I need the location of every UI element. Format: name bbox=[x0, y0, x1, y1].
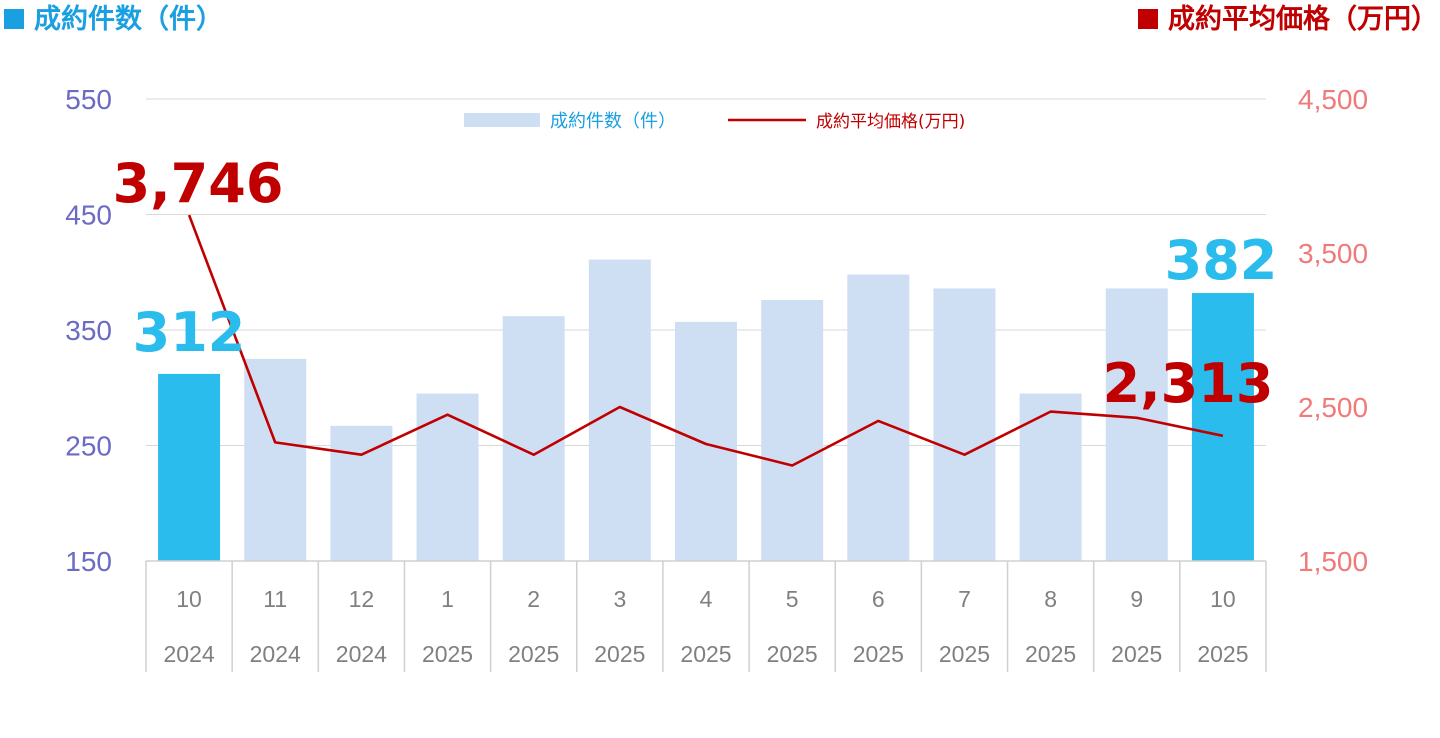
category-month-label: 5 bbox=[786, 586, 799, 612]
legend-line-label: 成約平均価格(万円) bbox=[816, 112, 965, 132]
category-month-label: 3 bbox=[613, 586, 626, 612]
right-title-square-icon bbox=[1138, 9, 1158, 29]
data-labels: 3,746 312 382 2,313 bbox=[113, 152, 1278, 415]
category-axis: 10 2024 11 2024 12 2024 1 2025 2 2025 3 2025 4 2025 5 2… bbox=[145, 560, 1267, 672]
category-month-label: 9 bbox=[1130, 586, 1143, 612]
line-series bbox=[187, 214, 1224, 467]
category-month-label: 7 bbox=[958, 586, 971, 612]
left-axis-tick: 350 bbox=[65, 315, 112, 346]
price-line bbox=[187, 214, 1224, 467]
legend-bar-swatch bbox=[464, 113, 540, 127]
bar-2024-10 bbox=[158, 373, 221, 561]
category-year-label: 2024 bbox=[250, 641, 301, 667]
category-year-label: 2025 bbox=[853, 641, 904, 667]
category-year-label: 2025 bbox=[508, 641, 559, 667]
bar-2025-6 bbox=[847, 274, 910, 561]
bar-2024-11 bbox=[244, 358, 307, 561]
category-month-label: 1 bbox=[441, 586, 454, 612]
category-month-label: 6 bbox=[872, 586, 885, 612]
left-title-text: 成約件数（件） bbox=[34, 4, 223, 35]
legend-bar-label: 成約件数（件） bbox=[550, 111, 676, 132]
category-year-label: 2025 bbox=[939, 641, 990, 667]
right-axis: 4,500 3,500 2,500 1,500 bbox=[1298, 84, 1368, 577]
data-label-count-first: 312 bbox=[133, 301, 246, 364]
category-year-label: 2024 bbox=[336, 641, 387, 667]
category-year-label: 2025 bbox=[422, 641, 473, 667]
legend: 成約件数（件） 成約平均価格(万円) bbox=[464, 111, 965, 132]
bar-2025-3 bbox=[588, 259, 651, 561]
left-axis-tick: 150 bbox=[65, 546, 112, 577]
right-axis-tick: 1,500 bbox=[1298, 546, 1368, 577]
bar-2025-2 bbox=[502, 316, 565, 561]
category-month-label: 8 bbox=[1044, 586, 1057, 612]
right-axis-tick: 3,500 bbox=[1298, 238, 1368, 269]
data-label-price-first: 3,746 bbox=[113, 152, 284, 215]
category-year-label: 2025 bbox=[767, 641, 818, 667]
category-month-label: 10 bbox=[1210, 586, 1236, 612]
right-axis-tick: 4,500 bbox=[1298, 84, 1368, 115]
data-label-price-last: 2,313 bbox=[1103, 352, 1274, 415]
bar-series bbox=[158, 259, 1254, 561]
category-year-label: 2025 bbox=[1197, 641, 1248, 667]
bar-2025-4 bbox=[675, 321, 737, 561]
category-month-label: 12 bbox=[349, 586, 375, 612]
bar-2025-7 bbox=[933, 288, 996, 561]
category-month-label: 4 bbox=[700, 586, 713, 612]
right-axis-title: 成約平均価格（万円） bbox=[1138, 2, 1438, 38]
left-axis-tick: 250 bbox=[65, 431, 112, 462]
bar-2025-1 bbox=[416, 393, 479, 561]
category-year-label: 2025 bbox=[1025, 641, 1076, 667]
right-title-text: 成約平均価格（万円） bbox=[1168, 4, 1438, 35]
category-year-label: 2025 bbox=[1111, 641, 1162, 667]
left-axis: 550 450 350 250 150 bbox=[65, 84, 112, 577]
left-title-square-icon bbox=[4, 9, 24, 29]
category-year-label: 2024 bbox=[163, 641, 214, 667]
bar-2024-12 bbox=[330, 425, 393, 561]
category-month-label: 2 bbox=[527, 586, 540, 612]
category-month-label: 11 bbox=[263, 586, 287, 612]
category-year-label: 2025 bbox=[680, 641, 731, 667]
bar-2025-8 bbox=[1019, 393, 1082, 561]
right-axis-tick: 2,500 bbox=[1298, 392, 1368, 423]
left-axis-tick: 550 bbox=[65, 84, 112, 115]
bar-2025-5 bbox=[761, 299, 824, 561]
bar-2025-9 bbox=[1105, 288, 1168, 561]
left-axis-title: 成約件数（件） bbox=[4, 2, 223, 38]
data-label-count-last: 382 bbox=[1165, 229, 1278, 292]
bar-2025-10 bbox=[1191, 293, 1254, 561]
category-month-label: 10 bbox=[176, 586, 202, 612]
left-axis-tick: 450 bbox=[65, 200, 112, 231]
category-year-label: 2025 bbox=[594, 641, 645, 667]
